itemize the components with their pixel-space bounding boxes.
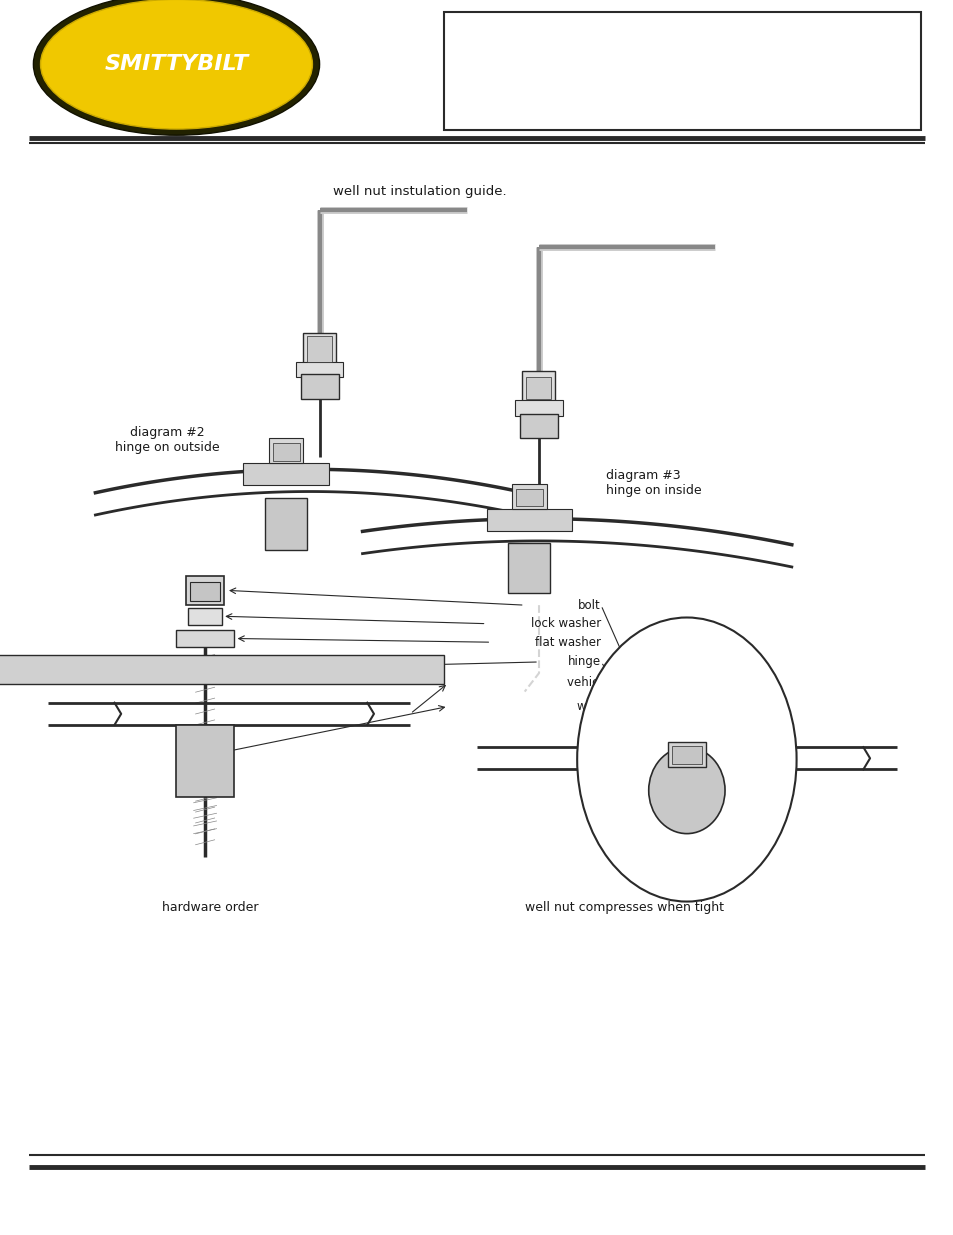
Bar: [273, 443, 299, 461]
Text: diagram #3
hinge on inside: diagram #3 hinge on inside: [605, 469, 700, 498]
Bar: [306, 336, 333, 362]
Ellipse shape: [41, 0, 312, 130]
Text: diagram #2
hinge on outside: diagram #2 hinge on outside: [114, 426, 219, 454]
Text: hinge: hinge: [567, 656, 600, 668]
Text: SMITTYBILT: SMITTYBILT: [104, 54, 249, 74]
Bar: [265, 498, 307, 550]
Bar: [0, 655, 443, 684]
Bar: [300, 374, 338, 399]
Bar: [295, 362, 343, 377]
Ellipse shape: [648, 747, 724, 834]
Bar: [515, 400, 562, 416]
Bar: [508, 543, 550, 593]
Text: lock washer: lock washer: [530, 618, 600, 630]
Ellipse shape: [33, 0, 319, 136]
Text: flat washer: flat washer: [535, 636, 600, 648]
Bar: [303, 333, 336, 364]
Bar: [667, 742, 705, 767]
Bar: [190, 582, 220, 601]
Bar: [516, 489, 542, 506]
Bar: [525, 377, 551, 399]
Bar: [269, 438, 303, 463]
Text: well nut instulation guide.: well nut instulation guide.: [333, 185, 506, 198]
Text: well nut compresses when tight: well nut compresses when tight: [525, 902, 723, 914]
Bar: [671, 746, 701, 764]
Text: bolt: bolt: [578, 599, 600, 611]
Text: vehicle roof: vehicle roof: [566, 677, 635, 689]
Bar: [521, 370, 555, 401]
Bar: [243, 463, 329, 485]
Bar: [512, 484, 546, 509]
Bar: [519, 414, 558, 438]
Text: hardware order: hardware order: [161, 902, 258, 914]
Bar: [176, 630, 233, 647]
Text: well nut: well nut: [577, 700, 624, 713]
Bar: [188, 608, 222, 625]
Bar: [486, 509, 572, 531]
Bar: [443, 12, 920, 130]
Bar: [176, 725, 233, 797]
Circle shape: [577, 618, 796, 902]
Bar: [186, 576, 224, 605]
